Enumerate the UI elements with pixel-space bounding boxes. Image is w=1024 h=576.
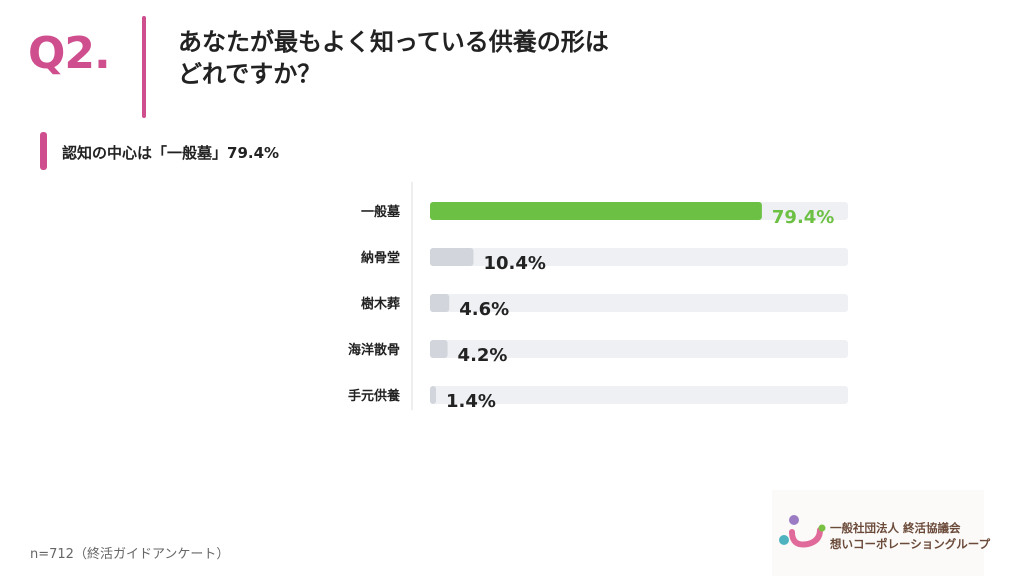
subtitle-accent [40,132,47,170]
category-label: 海洋散骨 [348,342,400,358]
question-number: Q2. [28,28,111,79]
bar-track [430,294,848,312]
value-label: 1.4% [446,391,496,412]
logo-background [772,490,984,576]
category-label: 樹木葬 [361,296,400,312]
bar-track [430,248,848,266]
value-label: 10.4% [483,253,545,274]
title-line-2: どれですか？ [178,60,322,88]
bar-3 [430,294,450,312]
value-label: 79.4% [772,207,834,228]
organization-logo-icon [779,515,826,548]
title-line-1: あなたが最もよく知っている供養の形は [178,28,609,56]
page-title: あなたが最もよく知っている供養の形は どれですか？ [178,26,698,90]
chart-subtitle: 認知の中心は「一般墓」79.4% [62,144,280,162]
header-divider [142,16,146,118]
logo-text-organization: 一般社団法人 終活協議会 [830,521,961,535]
value-label: 4.6% [459,299,509,320]
bar-5 [430,386,436,404]
bar-track [430,340,848,358]
bar-track [430,386,848,404]
category-label: 一般墓 [361,204,401,220]
bar-4 [430,340,448,358]
bar-1 [430,202,762,220]
footnote: n=712（終活ガイドアンケート） [30,547,230,562]
logo-text-group: 想いコーポレーショングループ [830,537,991,551]
bar-2 [430,248,474,266]
category-label: 手元供養 [348,388,400,404]
category-label: 納骨堂 [361,250,400,266]
value-label: 4.2% [458,345,508,366]
